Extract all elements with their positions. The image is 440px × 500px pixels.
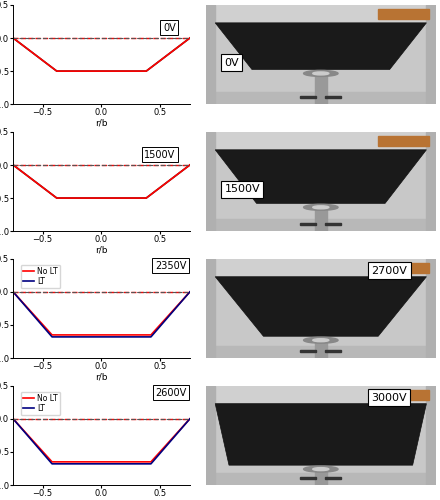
- Polygon shape: [215, 404, 426, 465]
- Bar: [426, 5, 436, 104]
- Polygon shape: [215, 150, 426, 204]
- Bar: [378, 390, 429, 400]
- Bar: [206, 473, 436, 485]
- LT: [148, 461, 154, 467]
- Text: 2350V: 2350V: [155, 261, 186, 271]
- Text: 0V: 0V: [224, 58, 239, 68]
- No LT: [187, 289, 192, 295]
- LT: [148, 334, 154, 340]
- LT: [49, 461, 55, 467]
- LT: [148, 461, 154, 467]
- No LT: [148, 459, 154, 465]
- Bar: [315, 469, 326, 485]
- Bar: [206, 92, 436, 104]
- Bar: [378, 136, 429, 146]
- Bar: [378, 263, 429, 273]
- Bar: [300, 222, 316, 225]
- X-axis label: r/b: r/b: [95, 118, 108, 128]
- Bar: [426, 386, 436, 485]
- LT: [49, 334, 55, 340]
- LT: [148, 334, 154, 340]
- Bar: [315, 74, 326, 104]
- Polygon shape: [215, 276, 426, 336]
- Bar: [206, 386, 436, 404]
- No LT: [148, 459, 154, 465]
- Bar: [326, 96, 341, 98]
- Bar: [300, 96, 316, 98]
- Bar: [326, 476, 341, 479]
- Ellipse shape: [313, 206, 329, 209]
- Bar: [206, 346, 436, 358]
- Bar: [206, 5, 215, 104]
- No LT: [148, 332, 154, 338]
- Bar: [206, 219, 436, 231]
- Text: 3000V: 3000V: [371, 392, 407, 402]
- Bar: [206, 132, 215, 231]
- Text: 2600V: 2600V: [155, 388, 186, 398]
- X-axis label: r/b: r/b: [95, 246, 108, 254]
- Bar: [315, 340, 326, 358]
- No LT: [49, 459, 55, 465]
- Bar: [206, 259, 436, 276]
- LT: [49, 461, 55, 467]
- Bar: [426, 259, 436, 358]
- Bar: [300, 350, 316, 352]
- Bar: [315, 208, 326, 231]
- Bar: [326, 222, 341, 225]
- No LT: [49, 332, 55, 338]
- Text: 2700V: 2700V: [371, 266, 407, 276]
- Ellipse shape: [313, 468, 329, 470]
- No LT: [187, 416, 192, 422]
- LT: [11, 289, 16, 295]
- Ellipse shape: [304, 70, 338, 76]
- Line: No LT: No LT: [13, 419, 190, 462]
- Text: 0V: 0V: [163, 23, 176, 33]
- Line: LT: LT: [13, 292, 190, 337]
- Text: 1500V: 1500V: [224, 184, 260, 194]
- Bar: [206, 132, 436, 150]
- Bar: [206, 259, 215, 358]
- Polygon shape: [215, 23, 426, 70]
- LT: [187, 289, 192, 295]
- No LT: [49, 332, 55, 338]
- Ellipse shape: [304, 466, 338, 472]
- Legend: No LT, LT: No LT, LT: [21, 392, 60, 415]
- Bar: [300, 476, 316, 479]
- Ellipse shape: [313, 72, 329, 75]
- Ellipse shape: [304, 337, 338, 343]
- Bar: [206, 386, 215, 485]
- LT: [49, 334, 55, 340]
- No LT: [11, 289, 16, 295]
- Line: No LT: No LT: [13, 292, 190, 335]
- Text: 1500V: 1500V: [144, 150, 176, 160]
- Bar: [206, 5, 436, 23]
- Legend: No LT, LT: No LT, LT: [21, 264, 60, 288]
- No LT: [148, 332, 154, 338]
- Bar: [326, 350, 341, 352]
- No LT: [49, 459, 55, 465]
- LT: [187, 416, 192, 422]
- LT: [11, 416, 16, 422]
- Bar: [426, 132, 436, 231]
- X-axis label: r/b: r/b: [95, 372, 108, 382]
- No LT: [11, 416, 16, 422]
- Ellipse shape: [313, 338, 329, 342]
- Line: LT: LT: [13, 419, 190, 464]
- Ellipse shape: [304, 204, 338, 210]
- Bar: [378, 9, 429, 19]
